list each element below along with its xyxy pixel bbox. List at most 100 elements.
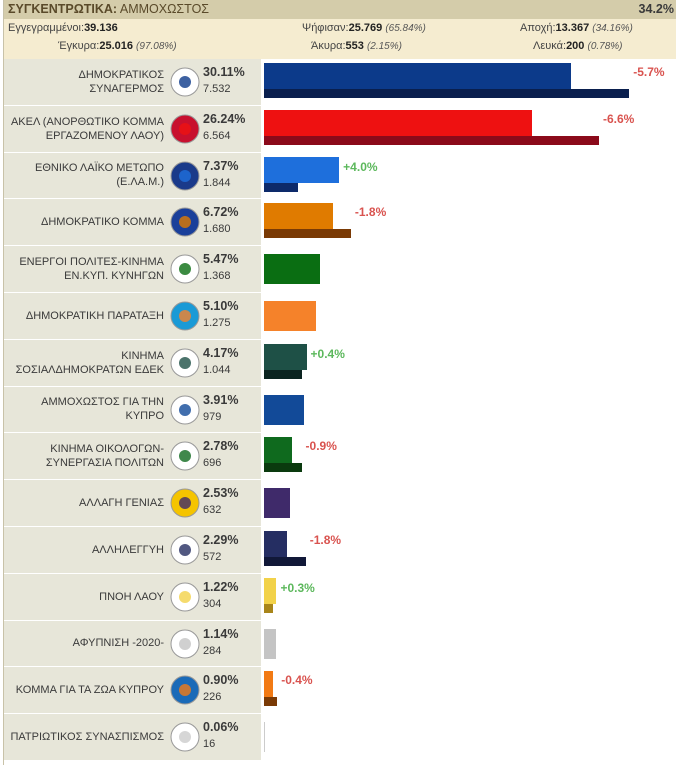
- invalid-stat: Άκυρα:553 (2.15%): [311, 40, 402, 52]
- current-result-bar: [264, 109, 532, 136]
- change-label: +0.3%: [280, 580, 315, 595]
- party-row: ΕΘΝΙΚΟ ΛΑΪΚΟ ΜΕΤΩΠΟ (Ε.ΛΑ.Μ.) 7.37% 1.844 +…: [4, 152, 676, 200]
- bar-cell: [261, 714, 676, 760]
- party-name: ΕΝΕΡΓΟΙ ΠΟΛΙΤΕΣ-ΚΙΝΗΜΑ ΕΝ.ΚΥΠ. ΚΥΝΗΓΩΝ: [19, 256, 164, 283]
- party-votes: 1.368: [203, 270, 231, 283]
- disy-eagle-icon: [170, 65, 200, 99]
- results-header: ΣΥΓΚΕΝΤΡΩΤΙΚΑ: ΑΜΜΟΧΩΣΤΟΣ 34.2%: [4, 0, 676, 19]
- current-result-bar: [264, 671, 274, 698]
- results-panel: ΣΥΓΚΕΝΤΡΩΤΙΚΑ: ΑΜΜΟΧΩΣΤΟΣ 34.2% Εγγεγραμ…: [3, 0, 676, 765]
- change-label: -0.9%: [305, 439, 337, 454]
- registered-stat: Εγγεγραμμένοι:39.136: [8, 22, 118, 34]
- party-name: ΑΛΛΗΛΕΓΓΥΗ: [91, 543, 164, 556]
- party-votes: 1.044: [203, 363, 231, 376]
- bar-cell: -0.4%: [261, 667, 676, 714]
- party-row: ΔΗΜΟΚΡΑΤΙΚΟ ΚΟΜΜΑ 6.72% 1.680 -1.8%: [4, 199, 676, 247]
- previous-result-bar: [264, 697, 278, 707]
- party-votes: 284: [203, 644, 222, 657]
- party-name: ΚΟΜΜΑ ΓΙΑ ΤΑ ΖΩΑ ΚΥΠΡΟΥ: [15, 684, 164, 697]
- party-votes: 1.275: [203, 316, 231, 329]
- party-votes: 16: [203, 738, 216, 751]
- party-percentage: 3.91%: [203, 392, 239, 407]
- current-result-bar: [264, 722, 265, 753]
- current-result-bar: [264, 254, 320, 285]
- party-percentage: 5.47%: [203, 252, 239, 267]
- bar-cell: -5.7%: [261, 59, 676, 105]
- party-name: ΕΘΝΙΚΟ ΛΑΪΚΟ ΜΕΤΩΠΟ (Ε.ΛΑ.Μ.): [35, 162, 164, 189]
- party-row: ΑΚΕΛ (ΑΝΟΡΘΩΤΙΚΟ ΚΟΜΜΑ ΕΡΓΑΖΟΜΕΝΟΥ ΛΑΟΥ)…: [4, 105, 676, 153]
- party-percentage: 1.22%: [203, 579, 239, 594]
- bar-cell: -6.6%: [261, 105, 676, 152]
- party-name: ΔΗΜΟΚΡΑΤΙΚΟΣ ΣΥΝΑΓΕΡΜΟΣ: [78, 68, 164, 95]
- party-votes: 572: [203, 550, 222, 563]
- party-row: ΠΑΤΡΙΩΤΙΚΟΣ ΣΥΝΑΣΠΙΣΜΟΣ 0.06% 16: [4, 714, 676, 761]
- diko-emblem-icon: [170, 205, 200, 239]
- bar-cell: +0.4%: [261, 339, 676, 386]
- previous-result-bar: [264, 229, 351, 239]
- party-percentage: 2.78%: [203, 439, 239, 454]
- bar-cell: -1.8%: [261, 526, 676, 573]
- elam-emblem-icon: [170, 159, 200, 193]
- party-name: ΔΗΜΟΚΡΑΤΙΚΟ ΚΟΜΜΑ: [41, 216, 164, 229]
- party-votes: 1.680: [203, 223, 231, 236]
- bar-cell: [261, 246, 676, 292]
- party-row: ΚΙΝΗΜΑ ΣΟΣΙΑΛΔΗΜΟΚΡΑΤΩΝ ΕΔΕΚ 4.17% 1.044 +0…: [4, 339, 676, 387]
- party-votes: 7.532: [203, 83, 231, 95]
- allagi-genias-logo-icon: [170, 486, 200, 520]
- previous-result-bar: [264, 369, 303, 379]
- party-results-list: ΔΗΜΟΚΡΑΤΙΚΟΣ ΣΥΝΑΓΕΡΜΟΣ 30.11% 7.532 -5.7% Α…: [4, 59, 676, 761]
- party-percentage: 2.53%: [203, 486, 239, 501]
- party-row: ΚΙΝΗΜΑ ΟΙΚΟΛΟΓΩΝ-ΣΥΝΕΡΓΑΣΙΑ ΠΟΛΙΤΩΝ 2.78%…: [4, 433, 676, 481]
- party-name: ΠΝΟΗ ΛΑΟΥ: [99, 590, 164, 603]
- party-votes: 1.844: [203, 176, 231, 189]
- party-row: ΑΦΥΠΝΙΣΗ -2020- 1.14% 284: [4, 620, 676, 668]
- allileggyi-logo-icon: [170, 533, 200, 567]
- current-result-bar: [264, 488, 290, 519]
- previous-result-bar: [264, 603, 274, 613]
- bar-cell: [261, 620, 676, 667]
- party-name: ΑΚΕΛ (ΑΝΟΡΘΩΤΙΚΟ ΚΟΜΜΑ ΕΡΓΑΖΟΜΕΝΟΥ ΛΑΟΥ): [10, 115, 164, 142]
- bar-cell: [261, 480, 676, 526]
- turnout-stats: Εγγεγραμμένοι:39.136 Ψήφισαν:25.769 (65.…: [4, 19, 676, 59]
- previous-result-bar: [264, 135, 599, 145]
- previous-result-bar: [264, 556, 306, 566]
- previous-result-bar: [264, 463, 302, 473]
- current-result-bar: [264, 577, 277, 604]
- current-result-bar: [264, 530, 288, 557]
- party-percentage: 0.90%: [203, 673, 239, 688]
- change-label: +4.0%: [343, 159, 378, 174]
- party-votes: 979: [203, 410, 222, 423]
- previous-result-bar: [264, 89, 630, 98]
- dipa-logo-icon: [170, 299, 200, 333]
- party-percentage: 6.72%: [203, 205, 239, 220]
- party-name: ΚΙΝΗΜΑ ΣΟΣΙΑΛΔΗΜΟΚΡΑΤΩΝ ΕΔΕΚ: [15, 349, 164, 376]
- bar-cell: -0.9%: [261, 433, 676, 480]
- party-name: ΑΦΥΠΝΙΣΗ -2020-: [72, 637, 164, 650]
- party-name: ΑΜΜΟΧΩΣΤΟΣ ΓΙΑ ΤΗΝ ΚΥΠΡΟ: [41, 396, 164, 423]
- patriotikos-logo-icon: [170, 720, 200, 754]
- previous-result-bar: [264, 182, 299, 192]
- ammochostos-logo-icon: [170, 393, 200, 427]
- bar-cell: -1.8%: [261, 199, 676, 246]
- page-title: ΣΥΓΚΕΝΤΡΩΤΙΚΑ: ΑΜΜΟΧΩΣΤΟΣ: [8, 2, 210, 16]
- party-row: ΑΜΜΟΧΩΣΤΟΣ ΓΙΑ ΤΗΝ ΚΥΠΡΟ 3.91% 979: [4, 386, 676, 434]
- current-result-bar: [264, 628, 276, 659]
- change-label: -0.4%: [281, 673, 313, 688]
- party-votes: 6.564: [203, 129, 231, 142]
- party-percentage: 7.37%: [203, 158, 239, 173]
- change-label: -6.6%: [602, 111, 635, 126]
- party-percentage: 26.24%: [203, 111, 246, 126]
- party-name: ΑΛΛΑΓΗ ΓΕΝΙΑΣ: [79, 497, 164, 510]
- party-votes: 632: [203, 504, 222, 517]
- current-result-bar: [264, 156, 340, 183]
- party-votes: 226: [203, 691, 222, 704]
- change-label: -5.7%: [633, 65, 665, 79]
- bar-cell: [261, 292, 676, 339]
- current-result-bar: [264, 394, 304, 425]
- change-label: -1.8%: [309, 532, 342, 547]
- party-percentage: 5.10%: [203, 298, 239, 313]
- akel-emblem-icon: [170, 112, 200, 146]
- party-percentage: 4.17%: [203, 345, 239, 360]
- party-row: ΑΛΛΑΓΗ ΓΕΝΙΑΣ 2.53% 632: [4, 480, 676, 527]
- afypnisi-logo-icon: [170, 627, 200, 661]
